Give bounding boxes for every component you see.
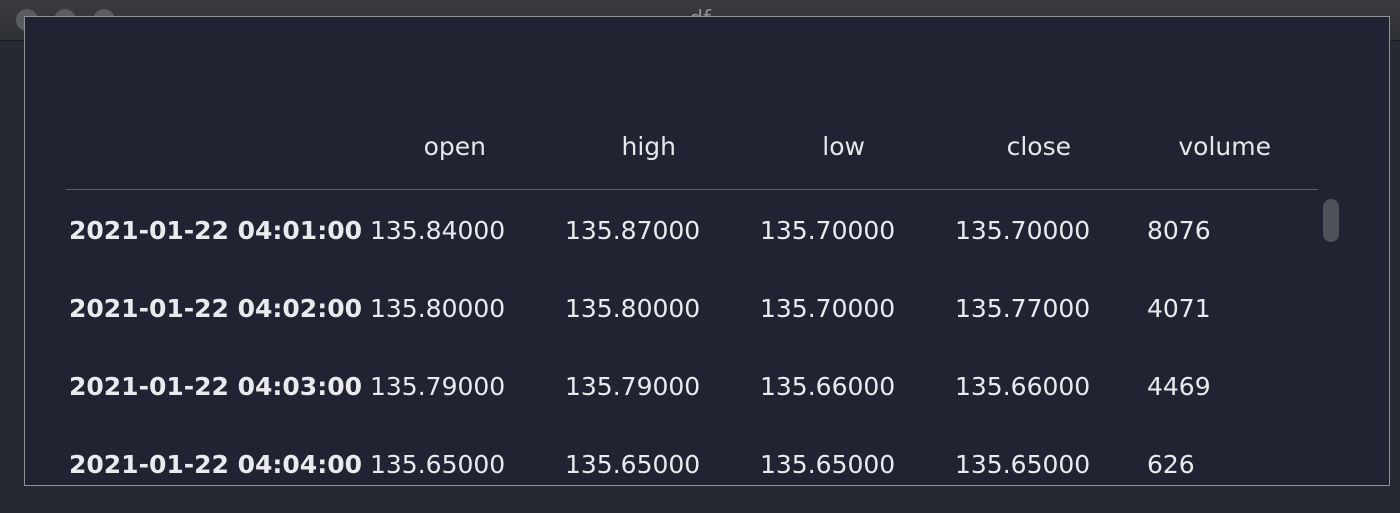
row-index: 2021-01-22 04:04:00 <box>69 450 362 479</box>
cell-open: 135.80000 <box>370 294 506 323</box>
row-index: 2021-01-22 04:02:00 <box>69 294 362 323</box>
vertical-scrollbar-thumb[interactable] <box>1323 199 1339 242</box>
cell-open: 135.79000 <box>370 372 506 401</box>
cell-open: 135.65000 <box>370 450 506 479</box>
cell-low: 135.65000 <box>760 450 896 479</box>
cell-high: 135.80000 <box>565 294 701 323</box>
cell-close: 135.77000 <box>955 294 1091 323</box>
cell-high: 135.65000 <box>565 450 701 479</box>
column-header-low: low <box>822 132 865 161</box>
cell-close: 135.65000 <box>955 450 1091 479</box>
header-divider <box>66 189 1318 190</box>
column-header-close: close <box>1006 132 1071 161</box>
cell-low: 135.70000 <box>760 216 896 245</box>
cell-volume: 4071 <box>1147 294 1211 323</box>
row-index: 2021-01-22 04:03:00 <box>69 372 362 401</box>
cell-volume: 626 <box>1147 450 1195 479</box>
column-header-volume: volume <box>1178 132 1271 161</box>
row-index: 2021-01-22 04:01:00 <box>69 216 362 245</box>
cell-open: 135.84000 <box>370 216 506 245</box>
column-header-high: high <box>621 132 676 161</box>
cell-volume: 8076 <box>1147 216 1211 245</box>
column-header-open: open <box>423 132 486 161</box>
cell-close: 135.66000 <box>955 372 1091 401</box>
cell-high: 135.79000 <box>565 372 701 401</box>
cell-low: 135.70000 <box>760 294 896 323</box>
cell-high: 135.87000 <box>565 216 701 245</box>
cell-volume: 4469 <box>1147 372 1211 401</box>
cell-close: 135.70000 <box>955 216 1091 245</box>
cell-low: 135.66000 <box>760 372 896 401</box>
table-frame <box>24 16 1390 486</box>
